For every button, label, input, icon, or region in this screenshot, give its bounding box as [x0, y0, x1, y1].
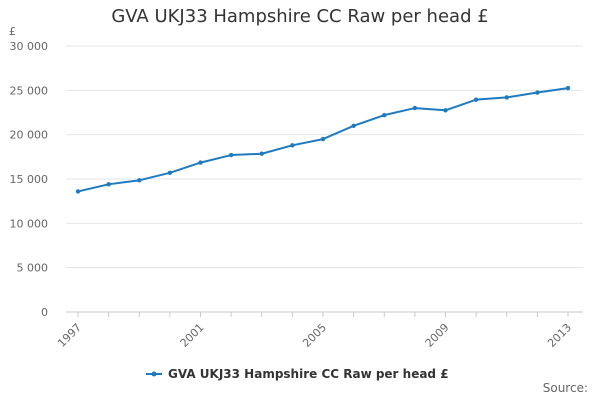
grid-lines	[66, 45, 583, 313]
data-point[interactable]	[320, 136, 326, 142]
data-point[interactable]	[412, 105, 418, 111]
legend[interactable]: GVA UKJ33 Hampshire CC Raw per head £	[146, 367, 449, 381]
data-point[interactable]	[473, 97, 479, 102]
y-axis-unit-label: £	[9, 25, 16, 38]
data-point[interactable]	[565, 85, 571, 91]
series-line-group	[75, 85, 571, 194]
y-tick-label: 10 000	[10, 217, 49, 230]
data-point[interactable]	[167, 170, 173, 175]
data-point[interactable]	[504, 95, 509, 100]
data-point[interactable]	[443, 108, 448, 113]
y-tick-label: 30 000	[10, 40, 49, 53]
data-point[interactable]	[228, 152, 234, 158]
chart-title: GVA UKJ33 Hampshire CC Raw per head £	[111, 6, 489, 27]
data-point[interactable]	[137, 178, 142, 183]
y-tick-label: 0	[41, 306, 48, 319]
x-axis: 1997 2001 2005 2009 2013	[55, 312, 574, 350]
x-tick-label: 1997	[55, 321, 84, 350]
data-point[interactable]	[259, 151, 264, 156]
data-point[interactable]	[535, 90, 540, 95]
y-axis-ticks: 0 5 000 10 000 15 000 20 000 25 000 30 000	[10, 40, 49, 319]
x-tick-label: 2005	[300, 321, 329, 350]
data-point[interactable]	[382, 112, 387, 118]
y-tick-label: 25 000	[10, 84, 49, 97]
source-label[interactable]: Source:	[542, 381, 588, 395]
data-point[interactable]	[75, 189, 81, 194]
y-tick-label: 20 000	[10, 129, 49, 142]
y-tick-label: 5 000	[17, 262, 49, 275]
legend-series-label: GVA UKJ33 Hampshire CC Raw per head £	[168, 367, 449, 381]
x-tick-label: 2013	[545, 321, 574, 350]
data-point[interactable]	[351, 123, 356, 128]
x-tick-label: 2001	[178, 321, 207, 350]
y-tick-label: 15 000	[10, 173, 49, 186]
data-point[interactable]	[106, 182, 111, 187]
x-tick-label: 2009	[423, 321, 452, 350]
legend-marker	[151, 371, 157, 377]
data-point[interactable]	[290, 143, 295, 148]
data-point[interactable]	[198, 160, 203, 165]
